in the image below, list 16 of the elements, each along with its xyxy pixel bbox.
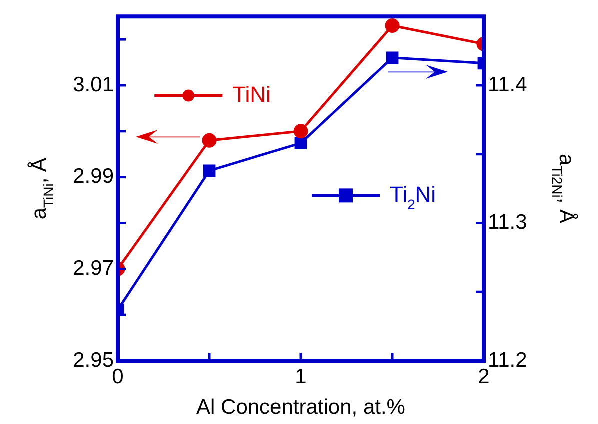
x-tick-label: 0 (112, 365, 124, 388)
x-tick-label: 2 (478, 365, 490, 388)
y-tick-label: 2.97 (73, 256, 114, 280)
y-tick-label: 3.01 (73, 73, 114, 96)
y-tick-label: 2.99 (73, 165, 114, 188)
x-tick-label: 1 (295, 365, 307, 388)
y2-tick-label: 11.4 (488, 73, 528, 96)
point (294, 124, 308, 139)
y2-tick-label: 11.2 (488, 348, 528, 372)
point (294, 137, 308, 150)
y-axis-title: aTiNi, Å (26, 158, 56, 220)
x-axis-title: Al Concentration, at.% (196, 396, 406, 419)
legend-label: TiNi (232, 82, 271, 107)
y2-axis-title: aTi2Ni, Å (550, 154, 580, 224)
y2-tick-label: 11.3 (488, 211, 528, 234)
y-tick-label: 2.95 (73, 348, 114, 372)
